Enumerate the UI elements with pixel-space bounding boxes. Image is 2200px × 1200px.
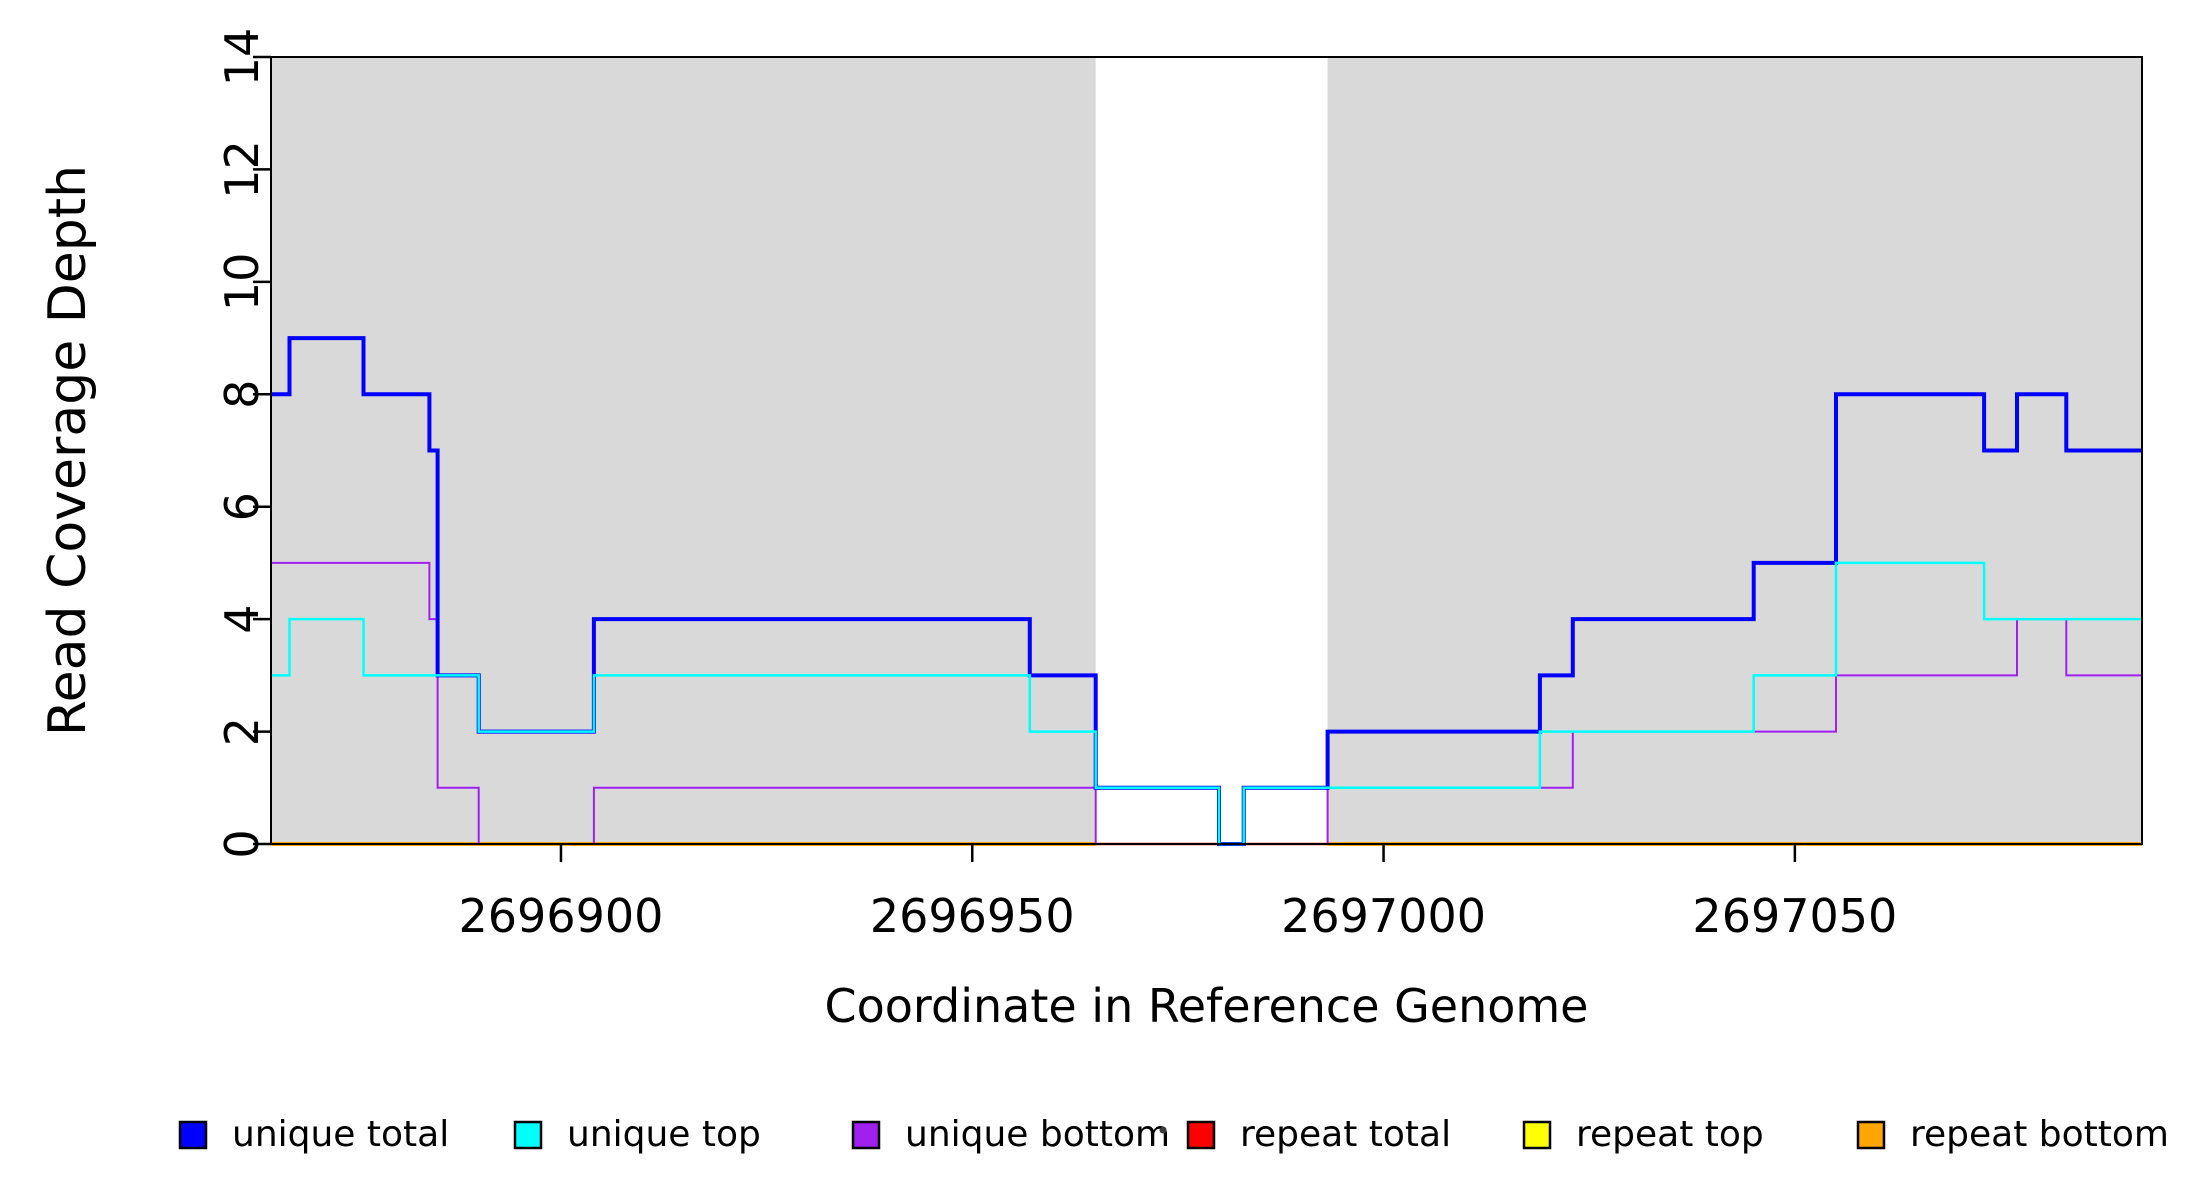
x-tick-label: 2696950 bbox=[870, 889, 1075, 943]
y-tick-label: 14 bbox=[215, 28, 269, 87]
legend-label: repeat bottom bbox=[1910, 1114, 2169, 1155]
legend-swatch bbox=[178, 1120, 208, 1150]
x-axis-title: Coordinate in Reference Genome bbox=[825, 979, 1589, 1033]
y-tick-label: 6 bbox=[215, 492, 269, 521]
legend-item-unique-bottom: unique bottom bbox=[851, 1114, 1170, 1155]
legend-item-unique-top: unique top bbox=[513, 1114, 761, 1155]
repeat-region bbox=[1327, 57, 2142, 844]
legend-stray-dot bbox=[1159, 1126, 1167, 1134]
legend-label: repeat top bbox=[1576, 1114, 1764, 1155]
legend-item-repeat-bottom: repeat bottom bbox=[1856, 1114, 2169, 1155]
repeat-region bbox=[271, 57, 1096, 844]
y-tick-label: 2 bbox=[215, 717, 269, 746]
legend-label: unique total bbox=[232, 1114, 449, 1155]
y-axis-title: Read Coverage Depth bbox=[38, 165, 98, 736]
x-tick-label: 2696900 bbox=[459, 889, 664, 943]
legend-swatch bbox=[1856, 1120, 1886, 1150]
legend-item-repeat-top: repeat top bbox=[1522, 1114, 1764, 1155]
plot-border bbox=[270, 56, 2143, 845]
y-tick-label: 12 bbox=[215, 140, 269, 199]
y-tick-label: 4 bbox=[215, 605, 269, 634]
y-axis-ticks: 0 2 4 6 8 10 12 14 bbox=[215, 28, 271, 859]
legend-label: repeat total bbox=[1240, 1114, 1451, 1155]
x-tick-label: 2697050 bbox=[1692, 889, 1897, 943]
x-axis-ticks: 2696900 2696950 2697000 2697050 bbox=[459, 844, 1897, 943]
y-tick-label: 10 bbox=[215, 253, 269, 312]
legend-item-unique-total: unique total bbox=[178, 1114, 449, 1155]
legend-label: unique bottom bbox=[905, 1114, 1170, 1155]
repeat-region-shading bbox=[271, 57, 2142, 844]
y-tick-label: 0 bbox=[215, 829, 269, 858]
legend-swatch bbox=[513, 1120, 543, 1150]
x-tick-label: 2697000 bbox=[1281, 889, 1486, 943]
y-tick-label: 8 bbox=[215, 380, 269, 409]
legend-swatch bbox=[851, 1120, 881, 1150]
series-unique-top bbox=[271, 561, 2142, 846]
legend-item-repeat-total: repeat total bbox=[1186, 1114, 1451, 1155]
legend-swatch bbox=[1522, 1120, 1552, 1150]
chart-legend: unique total unique top unique bottom repea… bbox=[178, 1114, 2169, 1155]
legend-swatch bbox=[1186, 1120, 1216, 1150]
legend-label: unique top bbox=[567, 1114, 761, 1155]
